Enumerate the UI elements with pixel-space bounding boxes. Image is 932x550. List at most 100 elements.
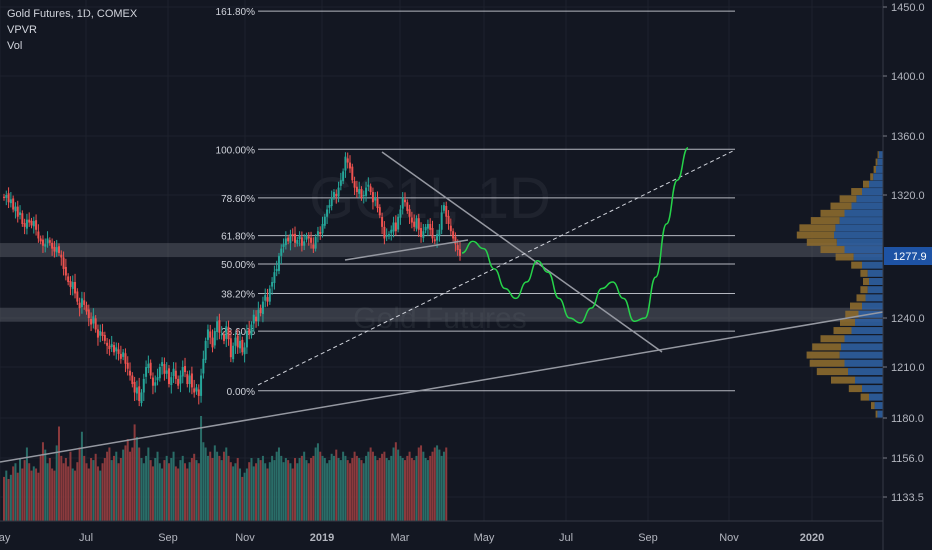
volume-bar xyxy=(200,416,203,521)
volume-indicator-label[interactable]: Vol xyxy=(7,40,23,52)
candle-body xyxy=(218,320,221,333)
volume-bar xyxy=(213,445,216,521)
volume-bar xyxy=(126,439,129,521)
volume-bar xyxy=(291,468,294,521)
candle-body xyxy=(273,272,276,283)
candle-body xyxy=(147,363,150,369)
volume-bar xyxy=(57,426,60,521)
volume-bar xyxy=(78,447,81,521)
volume-bar xyxy=(394,442,397,521)
candle-body xyxy=(360,189,363,198)
volume-bar xyxy=(190,458,193,521)
symbol-title[interactable]: Gold Futures, 1D, COMEX xyxy=(7,8,138,20)
candle-body xyxy=(383,226,386,239)
candle-body xyxy=(167,368,170,384)
candle-body xyxy=(227,327,230,340)
fib-level-label: 100.00% xyxy=(216,145,256,156)
candle-body xyxy=(349,162,352,169)
candle-body xyxy=(151,377,154,386)
candle-body xyxy=(74,282,77,294)
candle-body xyxy=(420,228,423,238)
candle-body xyxy=(385,235,388,237)
candle-body xyxy=(371,192,374,203)
volume-profile-up xyxy=(877,410,883,418)
candle-body xyxy=(319,232,322,235)
volume-bar xyxy=(241,476,244,521)
fib-retracement[interactable]: 161.80%100.00%78.60%61.80%50.00%38.20%23… xyxy=(216,7,735,398)
volume-bar xyxy=(206,455,209,521)
volume-bar xyxy=(108,447,111,521)
candle-body xyxy=(291,234,294,236)
volume-bar xyxy=(124,445,127,521)
volume-bar xyxy=(268,462,271,521)
candle-body xyxy=(174,370,177,379)
volume-bar xyxy=(335,449,338,521)
volume-bar xyxy=(158,463,161,521)
candle-body xyxy=(30,220,33,226)
price-tick-label: 1210.0 xyxy=(891,362,925,374)
candle-body xyxy=(330,197,333,207)
volume-bar xyxy=(53,470,56,521)
volume-bar xyxy=(300,455,303,521)
price-tick-label: 1240.0 xyxy=(891,313,925,325)
candle-body xyxy=(57,246,60,253)
candle-body xyxy=(32,221,35,227)
volume-profile-down xyxy=(809,359,845,367)
volume-bar xyxy=(3,476,5,521)
candle-body xyxy=(209,331,212,338)
candle-body xyxy=(344,156,347,171)
volume-bar xyxy=(232,466,235,521)
volume-bar xyxy=(55,445,58,521)
volume-bar xyxy=(342,451,345,521)
volume-bar xyxy=(117,463,120,521)
volume-bar xyxy=(74,470,77,521)
volume-bar xyxy=(76,462,79,521)
fib-level-label: 50.00% xyxy=(221,260,255,271)
candle-body xyxy=(21,213,24,224)
volume-bar xyxy=(154,458,157,521)
volume-bar xyxy=(436,445,439,521)
volume-bar xyxy=(119,458,122,521)
volume-bar xyxy=(129,451,132,521)
candle-body xyxy=(378,207,381,216)
volume-bar xyxy=(30,470,33,521)
candle-body xyxy=(415,218,418,229)
volume-bar xyxy=(316,443,319,521)
candle-body xyxy=(51,242,54,249)
volume-bar xyxy=(429,455,432,521)
candle-body xyxy=(245,331,248,348)
volume-profile-down xyxy=(831,376,855,384)
volume-bar xyxy=(138,447,141,521)
candle-body xyxy=(197,389,200,396)
volume-bar xyxy=(305,460,308,521)
volume-bar xyxy=(87,468,90,521)
fib-level-label: 0.00% xyxy=(227,387,255,398)
volume-bar xyxy=(202,442,205,521)
candle-body xyxy=(195,387,198,392)
volume-profile-up xyxy=(876,165,883,173)
candle-body xyxy=(307,236,310,239)
candle-body xyxy=(326,209,329,217)
candle-body xyxy=(16,206,19,217)
volume-bar xyxy=(266,468,269,521)
vpvr-indicator-label[interactable]: VPVR xyxy=(7,24,37,36)
trend-lines[interactable] xyxy=(0,149,884,463)
support-zone xyxy=(0,243,883,258)
projection-path[interactable] xyxy=(461,147,689,324)
volume-bar xyxy=(37,472,40,521)
volume-profile-down xyxy=(860,269,868,277)
candle-body xyxy=(108,345,111,350)
volume-bar xyxy=(7,479,10,521)
volume-bar xyxy=(257,458,260,521)
volume-bar xyxy=(422,451,425,521)
candle-body xyxy=(35,220,38,230)
candle-body xyxy=(158,367,161,379)
candle-body xyxy=(417,218,420,230)
candle-body xyxy=(44,244,47,247)
volume-bar xyxy=(346,460,349,521)
volume-profile-down xyxy=(860,286,868,294)
candle-body xyxy=(106,342,109,346)
candle-body xyxy=(229,338,232,358)
volume-profile-up xyxy=(855,318,883,326)
